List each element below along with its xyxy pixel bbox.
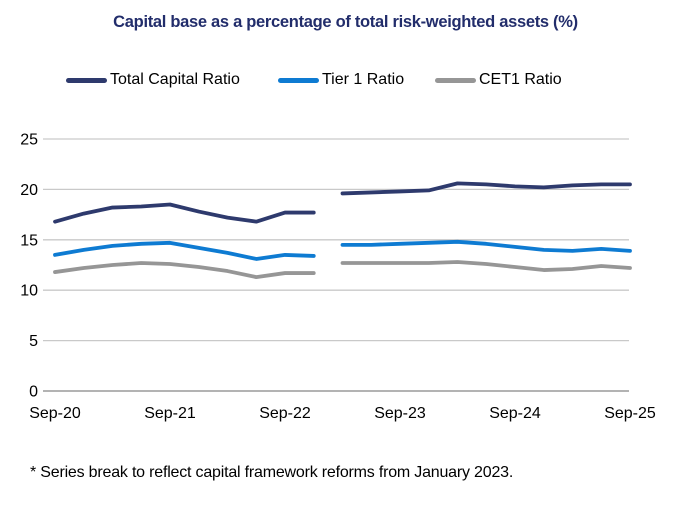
series-line-tier-1-ratio-segment-2 [340,239,632,253]
y-tick-label: 0 [29,384,38,401]
series-line-total-capital-ratio-segment-2 [340,181,632,196]
y-tick-label: 15 [20,232,38,249]
x-tick-label: Sep-25 [604,405,656,422]
footnote: * Series break to reflect capital framew… [30,464,514,481]
chart-legend: Total Capital Ratio Tier 1 Ratio CET1 Rati… [0,69,691,91]
x-tick-label: Sep-23 [374,405,426,422]
series-line-tier-1-ratio-segment-1 [53,240,316,261]
chart-title: Capital base as a percentage of total ri… [113,13,578,31]
legend-label: CET1 Ratio [479,71,562,88]
x-tick-label: Sep-24 [489,405,541,422]
legend-item-total-capital-ratio: Total Capital Ratio [66,69,240,91]
y-tick-label: 20 [20,182,38,199]
legend-line-swatch [435,77,476,83]
legend-label: Tier 1 Ratio [322,71,405,88]
y-tick-label: 25 [20,132,38,149]
x-tick-label: Sep-21 [144,405,196,422]
legend-item-tier-1-ratio: Tier 1 Ratio [278,69,404,91]
y-tick-label: 10 [20,283,38,300]
x-tick-label: Sep-22 [259,405,311,422]
series-line-total-capital-ratio-segment-1 [53,202,316,224]
legend-item-cet1-ratio: CET1 Ratio [435,69,562,91]
series-line-cet1-ratio-segment-2 [340,260,632,272]
legend-line-swatch [66,77,107,83]
legend-line-swatch [278,77,319,83]
legend-label: Total Capital Ratio [110,71,240,88]
x-tick-label: Sep-20 [29,405,81,422]
series-line-cet1-ratio-segment-1 [53,261,316,279]
y-tick-label: 5 [29,333,38,350]
